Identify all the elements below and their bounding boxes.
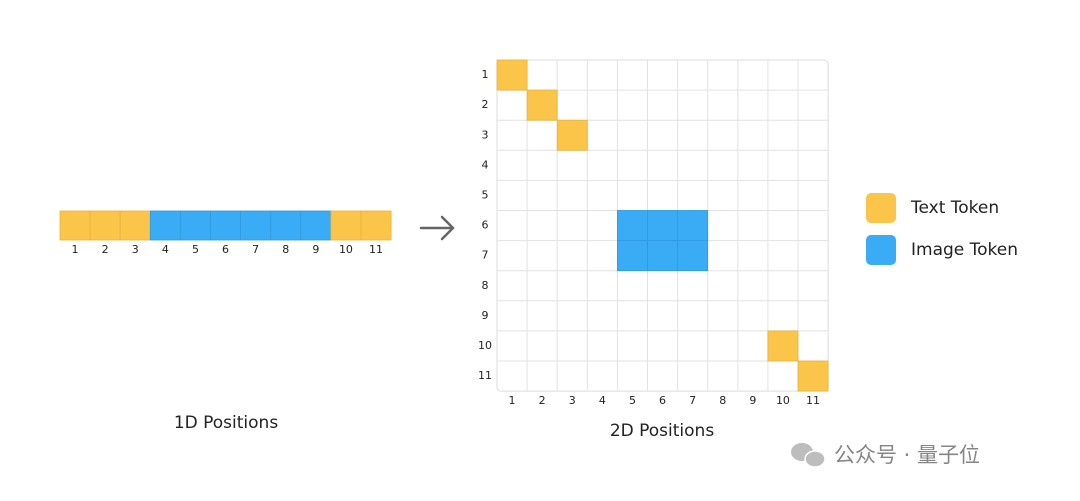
token-cell (210, 210, 242, 241)
token-cell (300, 210, 332, 241)
row-label: 2 (482, 98, 489, 111)
token-cell (59, 210, 91, 241)
position-label: 9 (312, 243, 319, 256)
token-cell (647, 210, 679, 242)
token-cell (119, 210, 151, 241)
legend-swatch (866, 235, 896, 265)
token-cell (647, 240, 679, 272)
sequence-strip: 1 2 3 4 5 6 7 8 9 10 11 (59, 210, 392, 256)
token-cell (330, 210, 362, 241)
token-cell (240, 210, 272, 241)
column-label: 10 (776, 394, 790, 407)
row-label: 8 (482, 279, 489, 292)
token-cell (767, 330, 799, 362)
legend-label: Text Token (910, 198, 999, 218)
row-label: 5 (482, 188, 489, 201)
column-label: 3 (569, 394, 576, 407)
legend-swatch (866, 193, 896, 223)
token-cell (617, 210, 648, 242)
column-label: 6 (659, 394, 666, 407)
token-cell (179, 210, 211, 241)
token-cell (556, 119, 588, 151)
column-label: 4 (599, 394, 606, 407)
row-label: 9 (482, 309, 489, 322)
token-cell (617, 240, 648, 272)
column-label: 7 (689, 394, 696, 407)
legend-label: Image Token (911, 240, 1018, 260)
column-label: 11 (806, 394, 820, 407)
token-cell (677, 210, 709, 242)
row-label: 10 (478, 339, 492, 352)
position-label: 2 (102, 243, 109, 256)
token-cell (360, 210, 392, 241)
column-label: 5 (629, 394, 636, 407)
position-label: 11 (369, 243, 383, 256)
position-label: 4 (162, 243, 169, 256)
row-label: 3 (482, 128, 489, 141)
column-label: 9 (749, 394, 756, 407)
position-label: 10 (339, 243, 353, 256)
token-cell (797, 360, 829, 392)
watermark: 公众号 · 量子位 (791, 443, 980, 468)
row-label: 7 (482, 249, 489, 262)
token-cell (496, 59, 528, 91)
arrow (419, 215, 455, 241)
token-cell (270, 210, 302, 241)
position-label: 7 (252, 243, 259, 256)
position-label: 3 (132, 243, 139, 256)
position-label: 1 (72, 243, 79, 256)
position-label: 5 (192, 243, 199, 256)
token-cell (89, 210, 121, 241)
position-label: 6 (222, 243, 229, 256)
column-label: 8 (719, 394, 726, 407)
legend: Text Token Image Token (866, 193, 1018, 265)
row-label: 6 (482, 219, 489, 232)
row-label: 1 (482, 68, 489, 81)
row-label: 11 (478, 369, 492, 382)
token-cell (677, 240, 709, 272)
sequence-caption: 1D Positions (174, 413, 279, 433)
column-label: 2 (539, 394, 546, 407)
row-label: 4 (482, 158, 489, 171)
grid-caption: 2D Positions (610, 421, 715, 441)
token-cell (526, 89, 558, 121)
position-label: 8 (282, 243, 289, 256)
column-label: 1 (509, 394, 516, 407)
token-cell (149, 210, 181, 241)
watermark-text: 公众号 · 量子位 (834, 443, 980, 467)
